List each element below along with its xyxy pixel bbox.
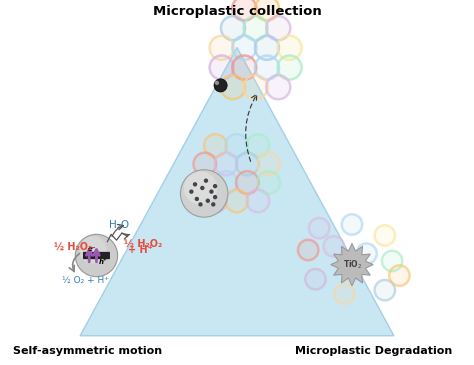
Circle shape — [236, 153, 259, 175]
Text: ½ H₂O₂: ½ H₂O₂ — [124, 238, 162, 248]
Circle shape — [389, 265, 410, 286]
FancyBboxPatch shape — [83, 252, 110, 259]
Circle shape — [305, 269, 326, 289]
Text: ½ H₂O₂: ½ H₂O₂ — [55, 242, 93, 252]
Circle shape — [266, 75, 290, 99]
Circle shape — [221, 16, 245, 40]
Circle shape — [232, 36, 256, 60]
Text: h⁺: h⁺ — [98, 258, 107, 265]
Circle shape — [204, 190, 227, 212]
Polygon shape — [331, 243, 373, 286]
Circle shape — [214, 79, 227, 92]
Circle shape — [211, 202, 216, 207]
Circle shape — [209, 189, 214, 194]
Circle shape — [213, 184, 217, 188]
Text: + H⁺: + H⁺ — [128, 245, 152, 255]
Circle shape — [278, 55, 301, 80]
Circle shape — [382, 251, 402, 271]
Circle shape — [309, 218, 329, 238]
Circle shape — [198, 202, 203, 207]
Circle shape — [193, 153, 216, 175]
Circle shape — [189, 189, 193, 194]
Circle shape — [236, 171, 259, 194]
Circle shape — [195, 197, 199, 201]
Circle shape — [335, 284, 355, 304]
Circle shape — [244, 16, 268, 40]
Circle shape — [215, 153, 237, 175]
Circle shape — [278, 36, 301, 60]
Text: H₂O: H₂O — [109, 220, 129, 230]
Circle shape — [232, 0, 256, 20]
Text: Self-asymmetric motion: Self-asymmetric motion — [13, 346, 162, 356]
Circle shape — [204, 178, 208, 183]
Circle shape — [210, 55, 234, 80]
Text: ½ O₂ + H⁺: ½ O₂ + H⁺ — [62, 276, 109, 285]
Circle shape — [257, 153, 280, 175]
Text: Microplastic Degradation: Microplastic Degradation — [295, 346, 453, 356]
Circle shape — [266, 16, 290, 40]
Circle shape — [257, 171, 280, 194]
Circle shape — [225, 190, 248, 212]
Circle shape — [356, 243, 377, 264]
Polygon shape — [80, 47, 394, 336]
Circle shape — [206, 199, 210, 203]
Circle shape — [225, 134, 248, 157]
Circle shape — [374, 225, 395, 246]
Circle shape — [193, 182, 197, 187]
Text: e⁻: e⁻ — [87, 246, 96, 252]
Circle shape — [255, 55, 279, 80]
Circle shape — [210, 36, 234, 60]
Circle shape — [374, 280, 395, 300]
Circle shape — [244, 75, 268, 99]
Circle shape — [232, 55, 256, 80]
Circle shape — [193, 171, 216, 194]
Circle shape — [181, 170, 228, 217]
Circle shape — [75, 234, 118, 277]
Circle shape — [255, 36, 279, 60]
Circle shape — [204, 134, 227, 157]
Circle shape — [342, 214, 362, 235]
Circle shape — [184, 172, 217, 204]
Circle shape — [298, 240, 319, 260]
Circle shape — [215, 81, 219, 85]
Text: TiO$_2$: TiO$_2$ — [344, 258, 363, 271]
Circle shape — [200, 186, 204, 190]
Circle shape — [79, 236, 107, 264]
Circle shape — [215, 171, 237, 194]
Circle shape — [323, 236, 344, 257]
Circle shape — [246, 134, 269, 157]
Text: Microplastic collection: Microplastic collection — [153, 5, 321, 19]
Circle shape — [213, 195, 217, 199]
Circle shape — [246, 190, 269, 212]
Circle shape — [255, 0, 279, 20]
Circle shape — [221, 75, 245, 99]
